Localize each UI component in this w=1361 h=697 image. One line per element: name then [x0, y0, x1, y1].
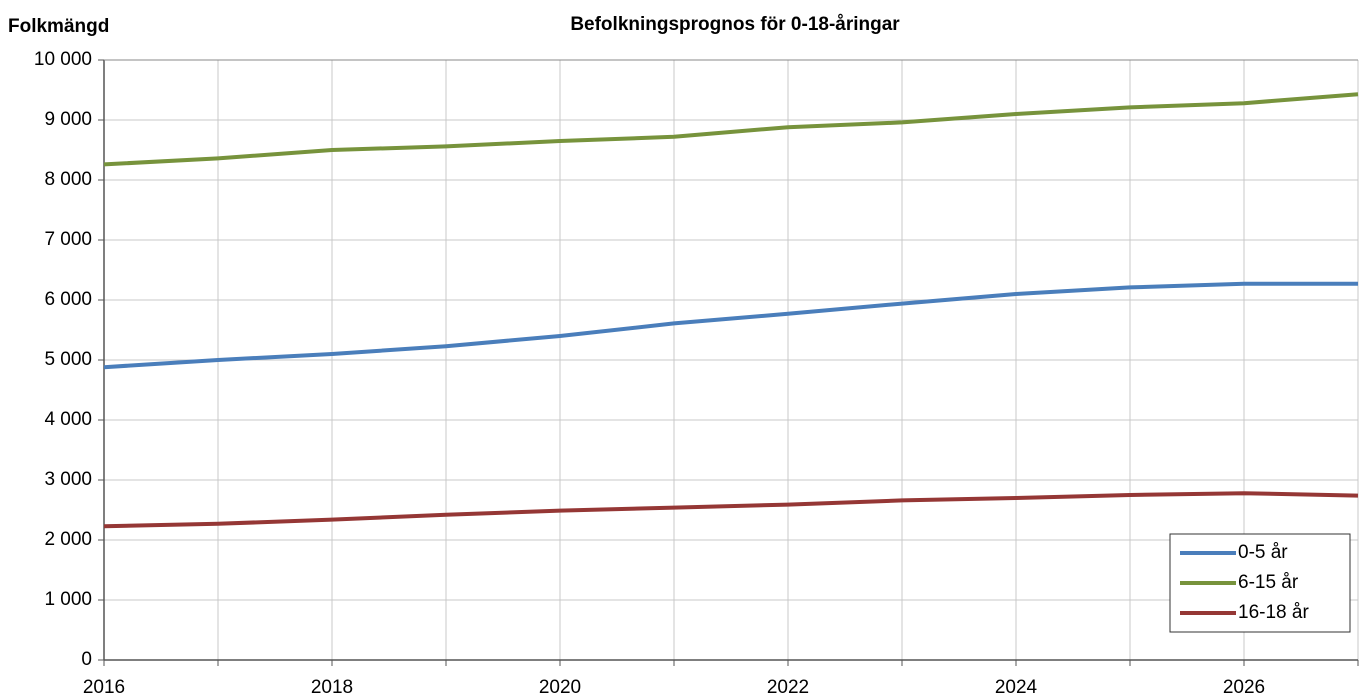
y-tick-label: 3 000	[44, 469, 92, 490]
y-tick-label: 1 000	[44, 589, 92, 610]
legend-label: 0-5 år	[1238, 542, 1288, 563]
y-tick-label: 5 000	[44, 349, 92, 370]
x-tick-label: 2022	[767, 677, 809, 697]
y-tick-label: 8 000	[44, 169, 92, 190]
legend-label: 6-15 år	[1238, 572, 1299, 593]
y-tick-label: 2 000	[44, 529, 92, 550]
x-tick-label: 2020	[539, 677, 581, 697]
y-tick-label: 7 000	[44, 229, 92, 250]
series-line	[103, 281, 1358, 370]
x-tick-label: 2018	[311, 677, 353, 697]
y-tick-label: 0	[81, 649, 92, 670]
legend-label: 16-18 år	[1238, 602, 1309, 623]
x-tick-label: 2016	[83, 677, 125, 697]
y-tick-label: 4 000	[44, 409, 92, 430]
chart-title: Befolkningsprognos för 0-18-åringar	[570, 14, 900, 35]
series-line	[103, 92, 1359, 167]
y-tick-label: 10 000	[34, 49, 92, 70]
x-tick-label: 2024	[995, 677, 1038, 697]
y-axis-label: Folkmängd	[8, 16, 109, 37]
x-tick-label: 2026	[1223, 677, 1265, 697]
y-tick-label: 6 000	[44, 289, 92, 310]
y-tick-label: 9 000	[44, 109, 92, 130]
series-line	[103, 491, 1359, 529]
